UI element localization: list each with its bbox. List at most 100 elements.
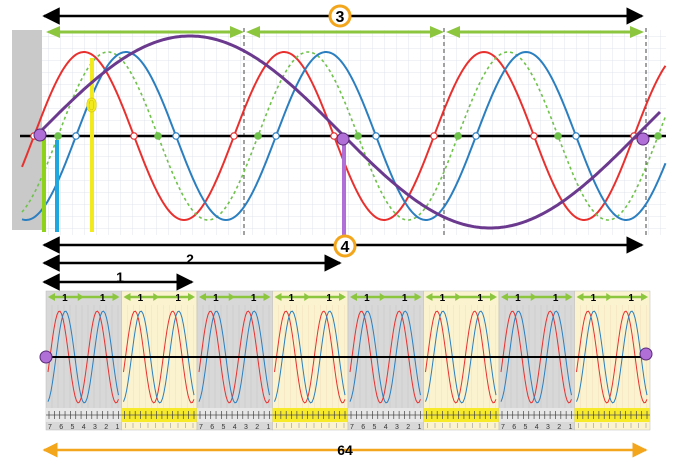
sub-panel-arrow-head-left xyxy=(425,293,433,301)
ruler-digit: 3 xyxy=(93,424,97,431)
sub-panel-blue-wave xyxy=(47,310,119,404)
ruler-digit: 7 xyxy=(501,424,505,431)
sub-panel-blue-wave xyxy=(123,310,195,404)
purple-dot-end xyxy=(636,132,650,146)
ruler-digit: 7 xyxy=(350,424,354,431)
label-four: 4 xyxy=(341,239,350,256)
ruler-digit: 7 xyxy=(199,424,203,431)
purple-dot-start xyxy=(33,128,47,142)
ruler-digit: 2 xyxy=(557,424,561,431)
crossing-dot xyxy=(454,132,462,140)
green-arrow-head-left xyxy=(46,26,60,38)
crossing-dot xyxy=(472,132,480,140)
sub-panel-bg xyxy=(574,290,651,431)
crossing-dot xyxy=(54,132,62,140)
ruler-digit: 7 xyxy=(48,424,52,431)
sub-panel-blue-wave xyxy=(500,310,572,404)
ruler-digit: 3 xyxy=(244,424,248,431)
ruler-digit: 6 xyxy=(210,424,214,431)
ruler-digit: 4 xyxy=(233,424,237,431)
bottom-sub-panel: 1 1 7 6 5 4 3 2 1 xyxy=(45,290,122,431)
ruler-digit: 5 xyxy=(373,424,377,431)
sub-panel-arrow-head-mid xyxy=(77,293,84,301)
sub-panel-arrow-head-left xyxy=(199,293,206,301)
green-arrow-head-right xyxy=(630,26,644,38)
crossing-dot xyxy=(530,132,538,140)
sub-panel-arrow-head-right xyxy=(490,293,497,301)
crossing-dot xyxy=(72,132,80,140)
sub-panel-label-one: 1 xyxy=(477,293,483,304)
crossing-dot xyxy=(554,132,562,140)
sub-panel-label-one: 1 xyxy=(326,293,332,304)
ruler-digit: 6 xyxy=(512,424,516,431)
crossing-dot xyxy=(654,132,662,140)
ruler-digit: 4 xyxy=(384,424,388,431)
sub-panel-arrow-head-mid xyxy=(530,293,537,301)
ruler-digit: 1 xyxy=(267,424,271,431)
sub-panel-bg xyxy=(347,290,424,431)
ruler-digit: 3 xyxy=(395,424,399,431)
bottom-sub-panel: 1 1 7 6 5 4 3 2 1 xyxy=(196,290,273,431)
crossing-dot xyxy=(372,132,380,140)
sub-panel-blue-wave xyxy=(576,310,648,404)
badge-three xyxy=(328,4,352,28)
bottom-sub-panel: 1 1 7 6 5 4 3 2 1 xyxy=(347,290,424,431)
crossing-dot xyxy=(354,132,362,140)
sub-panel-bg xyxy=(196,290,273,431)
green-arrow-head-left xyxy=(446,26,460,38)
purple-dot-middle xyxy=(336,132,350,146)
badge-four xyxy=(333,234,357,258)
sub-panel-arrow-head-right xyxy=(565,293,573,301)
label-sixty-four: 64 xyxy=(337,442,353,458)
sub-panel-arrow-head-left xyxy=(501,293,508,301)
bottom-sub-panel: 1 1 7 6 5 4 3 2 1 xyxy=(498,290,575,431)
sub-panel-label-one: 1 xyxy=(591,293,597,304)
sub-panel-arrow-head-mid xyxy=(153,293,160,301)
sub-panel-label-one: 1 xyxy=(628,293,634,304)
ruler-digit: 3 xyxy=(546,424,550,431)
sub-panel-arrow-head-left xyxy=(123,293,131,301)
sub-panel-arrow-head-right xyxy=(112,293,120,301)
green-arrow-head-left xyxy=(246,26,260,38)
crossing-dot xyxy=(272,132,280,140)
sub-panel-label-one: 1 xyxy=(213,293,219,304)
crossing-dot xyxy=(254,132,262,140)
ruler-digit: 4 xyxy=(535,424,539,431)
sub-panel-label-one: 1 xyxy=(402,293,408,304)
sub-panel-arrow-head-left xyxy=(350,293,357,301)
sub-panel-arrow-head-right xyxy=(339,293,346,301)
crossing-dot xyxy=(430,132,438,140)
crossing-dot xyxy=(154,132,162,140)
sub-panel-label-one: 1 xyxy=(289,293,295,304)
sub-panel-blue-wave xyxy=(425,310,497,404)
sub-panel-bg xyxy=(498,290,575,431)
crossing-dot xyxy=(230,132,238,140)
crossing-dot xyxy=(130,132,138,140)
sub-panel-label-one: 1 xyxy=(364,293,370,304)
sub-panel-arrow-head-mid xyxy=(304,293,311,301)
sub-panel-arrow-head-mid xyxy=(455,293,462,301)
label-zero: 0 xyxy=(86,95,97,117)
green-period-arrows xyxy=(46,26,644,38)
sub-panel-label-one: 1 xyxy=(553,293,559,304)
ruler-digit: 2 xyxy=(255,424,259,431)
bottom-purple-dot-start xyxy=(39,350,53,364)
green-arrow-head-right xyxy=(230,26,244,38)
green-arrow-head-right xyxy=(430,26,444,38)
sub-panel-arrow-head-right xyxy=(641,293,648,301)
crossing-dot xyxy=(330,132,338,140)
sub-panel-arrow-head-right xyxy=(263,293,271,301)
label-three: 3 xyxy=(336,9,345,26)
label-two: 2 xyxy=(186,251,194,267)
sub-panel-blue-wave xyxy=(198,310,270,404)
sub-panel-arrow-head-mid xyxy=(606,293,613,301)
top-panel: 0 xyxy=(12,26,667,238)
ruler-digit: 5 xyxy=(222,424,226,431)
bottom-panel: 1 17 6 5 4 3 2 11 1 1 17 6 5 4 3 2 11 1 1 17 6 5 4 3 2 11 1 1 17 6 5 4 3… xyxy=(39,290,653,431)
ruler-digit: 1 xyxy=(569,424,573,431)
